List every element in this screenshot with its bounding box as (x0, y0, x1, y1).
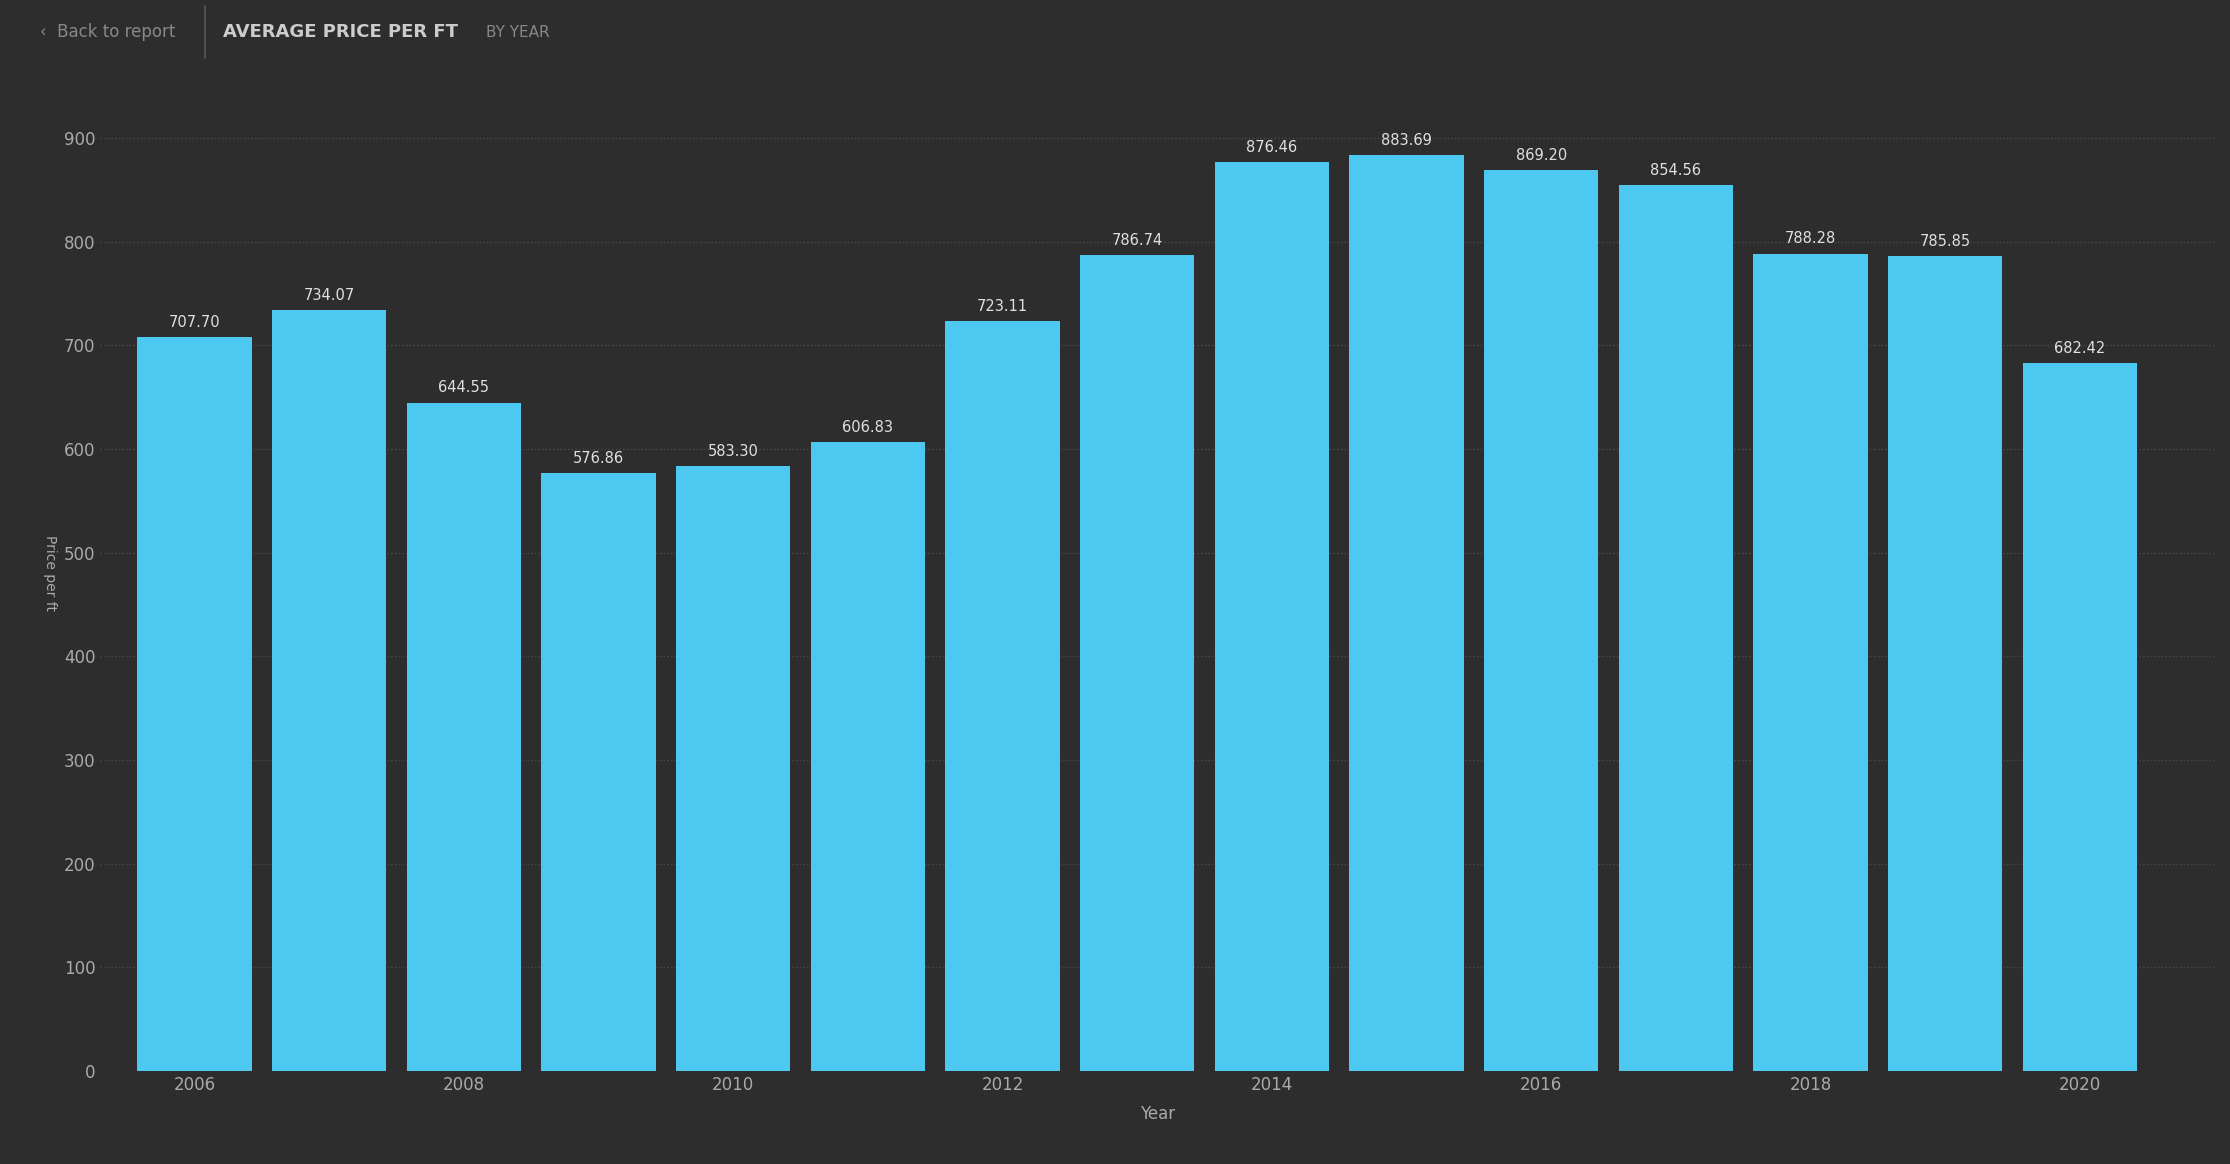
Bar (406, 403, 522, 1071)
Text: 854.56: 854.56 (1650, 163, 1701, 178)
Text: 583.30: 583.30 (707, 443, 758, 459)
Text: 682.42: 682.42 (2054, 341, 2105, 356)
Text: 606.83: 606.83 (843, 419, 894, 434)
Bar (1215, 162, 1329, 1071)
Bar (1483, 170, 1599, 1071)
Y-axis label: Price per ft: Price per ft (42, 535, 58, 611)
Text: BY YEAR: BY YEAR (486, 24, 551, 40)
Text: 723.11: 723.11 (977, 299, 1028, 314)
Text: 734.07: 734.07 (303, 288, 355, 303)
Text: 644.55: 644.55 (439, 381, 488, 396)
Bar (812, 442, 925, 1071)
Bar (676, 466, 789, 1071)
Bar (1349, 155, 1463, 1071)
Bar (138, 338, 252, 1071)
Text: 869.20: 869.20 (1516, 148, 1568, 163)
Bar (272, 310, 386, 1071)
Text: 786.74: 786.74 (1111, 233, 1162, 248)
Bar (2023, 363, 2136, 1071)
Text: 788.28: 788.28 (1784, 232, 1835, 247)
Bar (1079, 255, 1195, 1071)
Text: ‹  Back to report: ‹ Back to report (40, 23, 176, 41)
Text: 707.70: 707.70 (169, 315, 221, 329)
Text: 883.69: 883.69 (1380, 133, 1432, 148)
Bar (1753, 254, 1869, 1071)
Text: AVERAGE PRICE PER FT: AVERAGE PRICE PER FT (223, 23, 457, 41)
Bar (1619, 185, 1733, 1071)
Bar (1889, 256, 2003, 1071)
Text: 876.46: 876.46 (1247, 140, 1298, 155)
X-axis label: Year: Year (1140, 1105, 1175, 1123)
Bar (542, 473, 656, 1071)
Text: 576.86: 576.86 (573, 450, 624, 466)
Text: 785.85: 785.85 (1920, 234, 1971, 249)
Bar (946, 321, 1059, 1071)
